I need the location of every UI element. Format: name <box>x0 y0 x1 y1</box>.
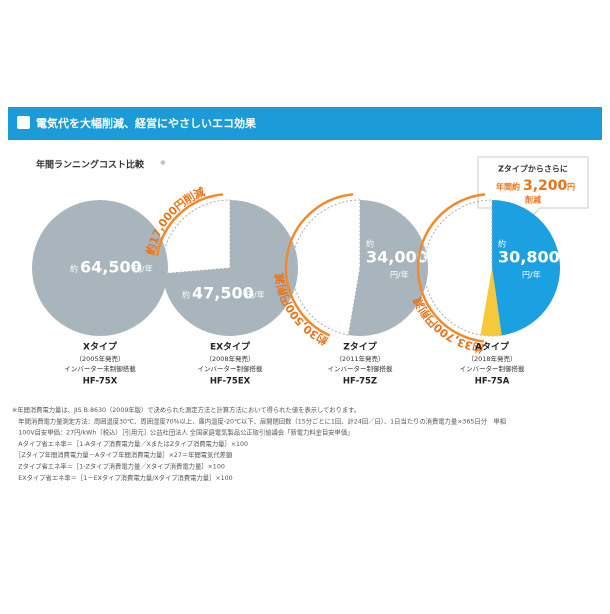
saving-arc <box>284 193 354 337</box>
cost-prefix: 約 <box>498 239 506 249</box>
callout-amount: 3,200 <box>523 178 568 194</box>
cost-unit: 円/年 <box>134 264 153 274</box>
card-type: Aタイプ <box>475 341 510 353</box>
saving-label: 約33,700円削減 <box>410 295 484 356</box>
saving-label-path: 約17,000円削減 <box>143 185 207 257</box>
card-model: HF-75Z <box>343 377 377 387</box>
card-type: Xタイプ <box>83 341 118 353</box>
saving-label: 約17,000円削減 <box>143 185 207 257</box>
cost-value: 64,500 <box>80 258 142 277</box>
saving-outline <box>423 199 503 337</box>
banner-icon <box>17 116 30 129</box>
card-type: Zタイプ <box>343 341 378 353</box>
card-model: HF-75EX <box>210 377 251 387</box>
cost-value: 47,500 <box>192 284 254 303</box>
card-control: インバーター制御搭載 <box>198 364 264 373</box>
card-model: HF-75X <box>83 377 118 387</box>
cost-value: 34,000 <box>366 248 428 267</box>
card-type: EXタイプ <box>210 341 251 353</box>
cost-sector <box>348 200 428 337</box>
callout-prefix: 年間約 <box>496 182 520 192</box>
banner-title: 電気代を大幅削減、経営にやさしいエコ効果 <box>36 116 256 130</box>
callout-line1: Zタイプからさらに <box>498 164 568 174</box>
saving-outline <box>161 199 231 275</box>
callout-box <box>477 156 589 217</box>
card-year: （2018年発売） <box>467 354 516 363</box>
footnote: 年間消費電力量測定方法：周囲温度30℃、周囲湿度70%以上、庫内温度-20℃以下… <box>12 416 506 425</box>
section-note: ※ <box>160 159 166 167</box>
cost-unit: 円/年 <box>522 270 541 280</box>
footnote: Aタイプ省エネ率＝［1-Aタイプ消費電力量／XまたはZタイプ消費電力量］×100 <box>12 439 248 448</box>
saving-outline <box>291 199 361 336</box>
saving-arc <box>416 193 486 343</box>
saving-label-path: 約33,700円削減 <box>410 295 484 356</box>
card-year: （2008年発売） <box>205 354 254 363</box>
cost-sector <box>492 200 561 336</box>
cost-unit: 円/年 <box>390 270 409 280</box>
card-control: インバーター未制御搭載 <box>64 364 136 373</box>
cost-value: 30,800 <box>498 248 560 267</box>
section-title: 年間ランニングコスト比較 <box>36 159 145 171</box>
card-year: （2005年発売） <box>75 354 124 363</box>
difference-sector <box>480 268 502 336</box>
card-control: インバーター制御搭載 <box>460 364 526 373</box>
footnote: ※年間消費電力量は、JIS B 8630（2009年版）で決められた測定方法と計… <box>12 405 360 414</box>
footnote: ［Zタイプ年間消費電力量－Aタイプ年間消費電力量］×27＝年間電気代差額 <box>12 450 233 459</box>
card-model: HF-75A <box>475 377 510 387</box>
callout-suffix: 削減 <box>525 195 541 205</box>
saving-arc <box>155 193 224 256</box>
card-year: （2011年発売） <box>335 354 384 363</box>
cost-prefix: 約 <box>70 264 78 274</box>
cost-prefix: 約 <box>366 239 374 249</box>
callout-unit: 円 <box>567 183 575 192</box>
cost-sector <box>32 200 168 336</box>
card-control: インバーター制御搭載 <box>328 364 394 373</box>
banner <box>8 107 602 140</box>
footnote: Zタイプ省エネ率＝［1-Zタイプ消費電力量／Xタイプ消費電力量］×100 <box>12 462 225 471</box>
footnote: 100V目安単価：27円/kWh（税込）［引用元］公益社団法人 全国家庭電気製品… <box>12 428 353 437</box>
cost-prefix: 約 <box>182 290 190 300</box>
cost-unit: 円/年 <box>246 290 265 300</box>
footnote: EXタイプ省エネ率＝［1－EXタイプ消費電力量/Xタイプ消費電力量］×100 <box>12 473 233 482</box>
